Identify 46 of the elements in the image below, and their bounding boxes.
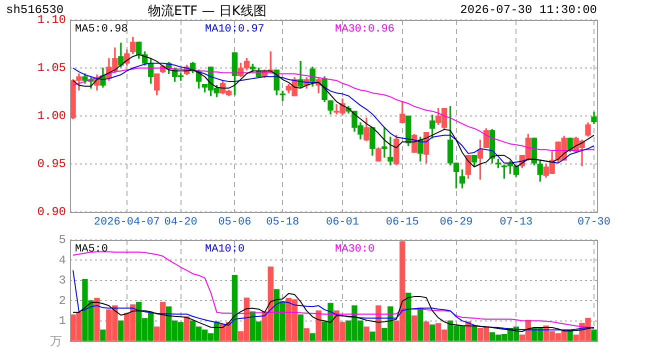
y-tick-label: 1.00 [37, 109, 66, 124]
bar [94, 298, 100, 341]
text: MA30:0 [335, 243, 375, 256]
bar [471, 326, 478, 341]
bar [316, 310, 322, 341]
chart-title: 物流ETF — 日K线图 [148, 3, 266, 20]
y-tick-label: 4 [58, 253, 66, 268]
y-tick-label: 1 [58, 314, 66, 328]
text: MA10:0.97 [205, 23, 264, 36]
x-tick-label: 05-18 [266, 216, 300, 228]
y-tick-label: 0.95 [37, 157, 66, 172]
bar [304, 328, 310, 341]
y-tick-label: 0.90 [37, 205, 66, 220]
bar [418, 308, 424, 341]
x-tick-label: 2026-04-07 [94, 216, 160, 228]
x-tick-label: 04-20 [164, 216, 198, 228]
text: MA5:0 [75, 243, 108, 256]
bar [232, 275, 238, 341]
bar [118, 320, 124, 341]
bar [591, 330, 597, 341]
series-label: MA5:0.98 [75, 23, 128, 36]
y-tick-label: 1.05 [37, 61, 66, 76]
bar [298, 314, 304, 341]
x-tick-label: 07-13 [500, 216, 533, 228]
bar [412, 315, 418, 341]
x-tick-label: 07-30 [578, 216, 611, 228]
y-tick-label: 5 [58, 233, 66, 248]
text: MA10:0 [205, 243, 245, 256]
x-tick-label: 05-06 [218, 216, 252, 228]
y-axis-title: 万 [50, 333, 62, 350]
bar [429, 324, 436, 341]
text: 2026-07-30 11:30:00 [460, 3, 597, 17]
bar [423, 321, 430, 341]
text: MA30:0.96 [335, 23, 394, 36]
bar [310, 333, 316, 341]
bar [370, 332, 376, 341]
x-tick-label: 06-15 [386, 216, 419, 228]
x-tick-label: 06-01 [326, 216, 360, 228]
y-tick-label: 2 [58, 294, 66, 308]
bar [406, 292, 412, 341]
y-tick-label: 1.10 [37, 13, 66, 28]
bar [184, 316, 190, 341]
bar [364, 326, 370, 341]
y-tick-label: 3 [58, 274, 66, 288]
bar [100, 330, 106, 341]
x-tick-label: 06-29 [440, 216, 473, 228]
